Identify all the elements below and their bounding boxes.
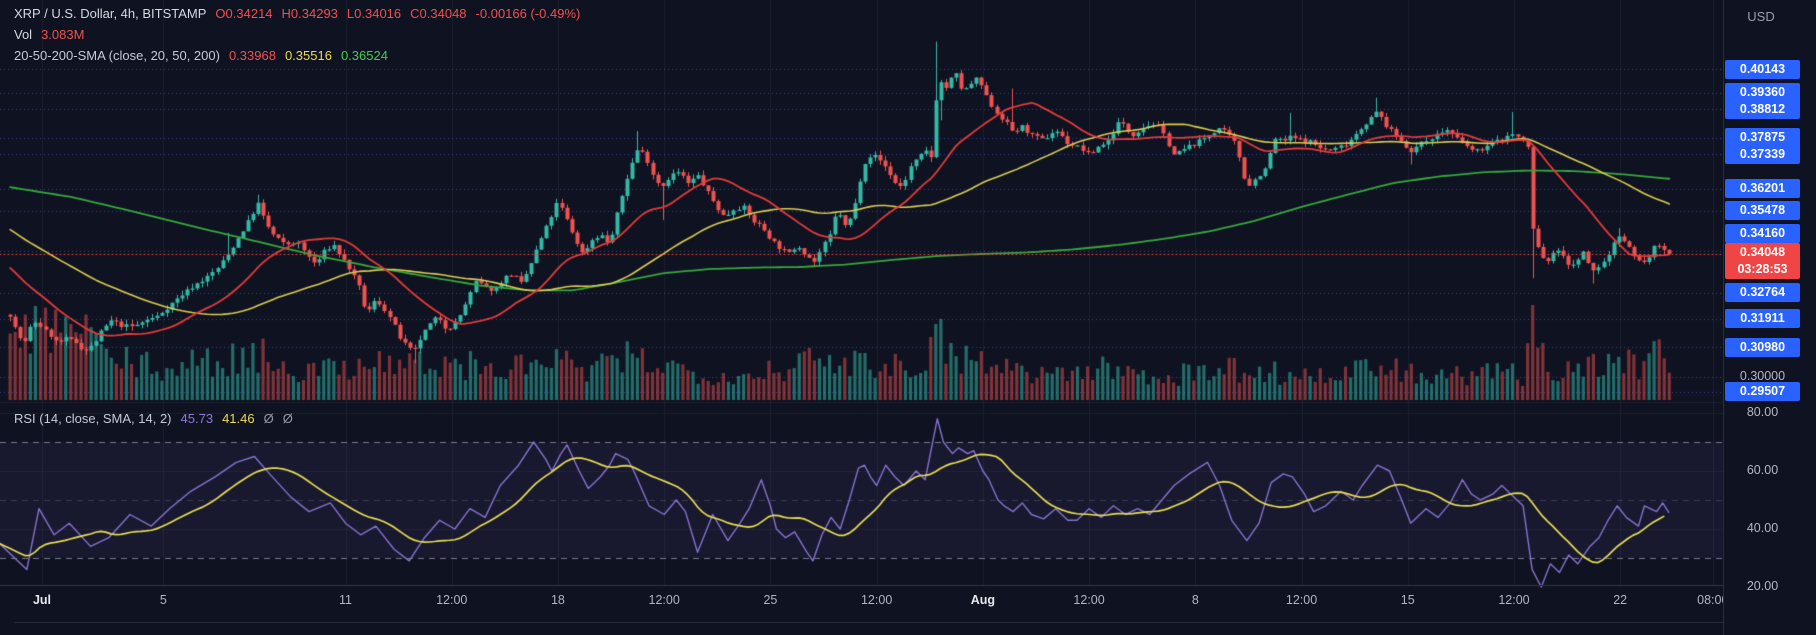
volume-legend-row[interactable]: Vol 3.083M (14, 27, 84, 42)
currency-label: USD (1747, 9, 1775, 24)
bar-countdown: 03:28:53 (1737, 261, 1788, 276)
price-level-label: 0.35478 (1725, 201, 1800, 221)
time-axis-label: Jul (32, 593, 52, 607)
symbol-title: XRP / U.S. Dollar, 4h, BITSTAMP (14, 6, 207, 21)
sma20-value: 0.33968 (228, 48, 276, 63)
price-level-label: 0.40143 (1725, 59, 1800, 79)
time-axis-label: 18 (550, 593, 565, 607)
price-level-label: 0.39360 (1725, 83, 1800, 103)
time-scale-pane[interactable]: Jul 5 11 12:00 18 12:00 25 12:00 Aug 12:00 8 12:00 1… (0, 585, 1723, 617)
time-axis-label: 12:00 (648, 593, 680, 607)
rsi-axis-tick: 80.00 (1746, 405, 1779, 419)
rsi-axis-tick: 20.00 (1746, 579, 1779, 593)
ohlc-close: C0.34048 (410, 6, 467, 21)
time-axis-label: 11 (339, 593, 352, 607)
price-level-label: 0.36201 (1725, 179, 1800, 199)
rsi-axis-tick: 40.00 (1746, 521, 1779, 535)
rsi-signal-value: 41.46 (222, 411, 255, 426)
volume-label: Vol (14, 27, 33, 42)
sma50-value: 0.35516 (284, 48, 332, 63)
price-level-label: 0.29507 (1725, 382, 1800, 402)
price-level-label: 0.31911 (1725, 309, 1800, 329)
rsi-extra-2: Ø (282, 411, 293, 426)
time-axis-label: 12:00 (1285, 593, 1318, 607)
time-axis-label: Aug (970, 593, 995, 607)
sma-legend-row[interactable]: 20-50-200-SMA (close, 20, 50, 200) 0.339… (14, 48, 388, 63)
rsi-value: 45.73 (180, 411, 214, 426)
symbol-legend-row[interactable]: XRP / U.S. Dollar, 4h, BITSTAMP O0.34214… (14, 6, 580, 21)
sma200-value: 0.36524 (340, 48, 388, 63)
time-axis-label: 8 (1191, 593, 1199, 607)
time-axis-label: 25 (763, 593, 778, 607)
price-scale-pane[interactable]: USD 0.40143 0.39360 0.38812 0.37875 0.37339 0… (1723, 0, 1816, 635)
rsi-label: RSI (14, close, SMA, 14, 2) (14, 411, 172, 426)
price-level-label: 0.37339 (1725, 144, 1800, 164)
time-axis-label: 5 (159, 593, 167, 607)
window-bottom-edge (14, 622, 1802, 623)
price-level-label: 0.30980 (1725, 337, 1800, 357)
time-axis-label: 12:00 (436, 593, 468, 607)
rsi-legend-row[interactable]: RSI (14, close, SMA, 14, 2) 45.73 41.46 … (14, 411, 293, 426)
ohlc-high: H0.34293 (281, 6, 338, 21)
time-axis-label: 12:00 (860, 593, 893, 607)
last-price-label: 0.34048 03:28:53 (1725, 242, 1800, 279)
time-axis-label: 15 (1400, 593, 1415, 607)
ohlc-open: O0.34214 (215, 6, 273, 21)
price-level-label: 0.32764 (1725, 283, 1800, 303)
price-axis-tick: 0.30000 (1739, 368, 1786, 383)
time-axis-label: 08:00 (1697, 593, 1723, 607)
time-axis-label: 12:00 (1498, 593, 1530, 607)
last-price-value: 0.34048 (1739, 244, 1786, 259)
rsi-axis-tick: 60.00 (1746, 463, 1779, 477)
volume-value: 3.083M (41, 27, 85, 42)
ohlc-low: L0.34016 (346, 6, 402, 21)
time-axis-label: 12:00 (1073, 593, 1105, 607)
time-axis-label: 22 (1613, 593, 1628, 607)
price-level-label: 0.37875 (1725, 128, 1800, 148)
sma-label: 20-50-200-SMA (close, 20, 50, 200) (14, 48, 220, 63)
ohlc-change: -0.00166 (-0.49%) (475, 6, 581, 21)
price-level-label: 0.34160 (1725, 224, 1800, 244)
price-level-label: 0.38812 (1725, 99, 1800, 119)
rsi-extra-1: Ø (263, 411, 274, 426)
